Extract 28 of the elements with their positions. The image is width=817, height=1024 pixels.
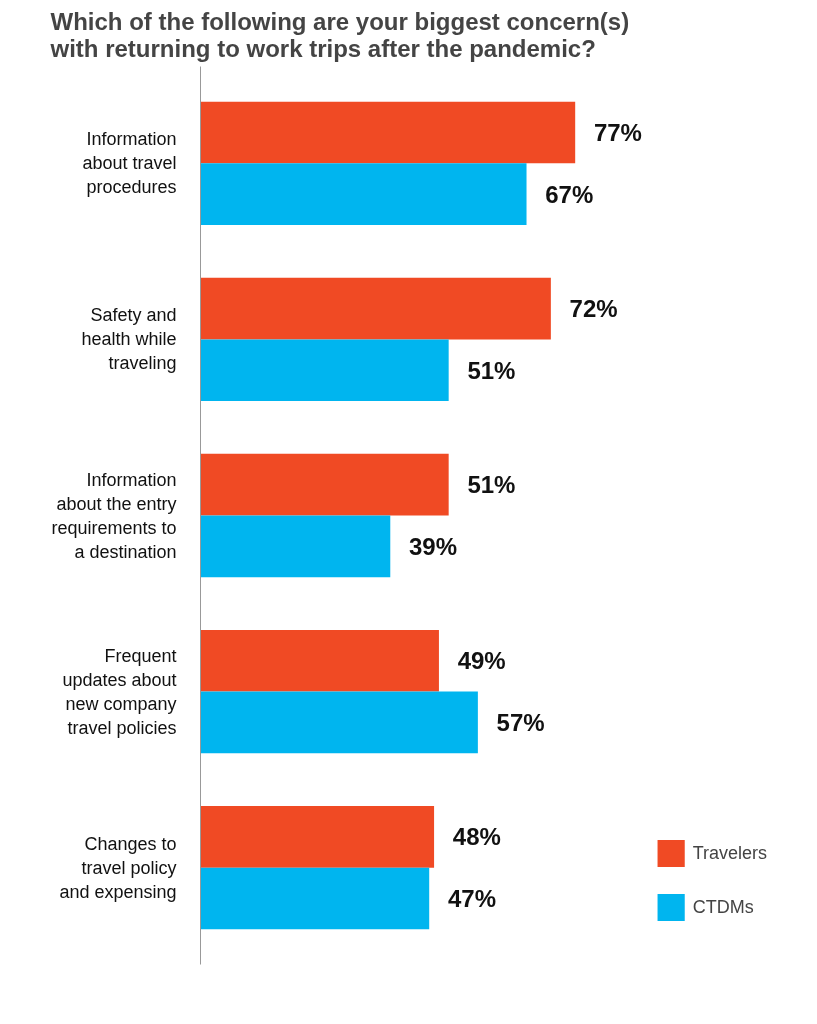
bar <box>200 691 478 754</box>
bar <box>200 101 576 164</box>
legend-label: CTDMs <box>692 896 754 918</box>
data-label: 47% <box>447 884 496 912</box>
data-label: 72% <box>569 295 618 323</box>
data-label: 51% <box>467 356 516 384</box>
bar <box>200 806 435 868</box>
bar <box>200 867 430 930</box>
y-tick-label: Information about travel procedures <box>82 129 177 198</box>
bar <box>200 163 527 225</box>
chart-title: Which of the following are your biggest concern(s) with returning to work trips after the pandemic? <box>49 7 630 62</box>
data-label: 51% <box>467 471 516 499</box>
data-label: 67% <box>545 180 594 208</box>
data-label: 77% <box>593 119 642 147</box>
data-label: 39% <box>409 532 458 560</box>
data-label: 49% <box>457 647 506 675</box>
legend-label: Travelers <box>692 842 767 864</box>
bar <box>200 629 439 692</box>
data-label: 48% <box>452 823 501 851</box>
y-tick-label: Changes to travel policy and expensing <box>59 833 177 902</box>
y-tick-label: Information about the entry requirements to a destination <box>51 469 177 562</box>
data-label: 57% <box>496 708 545 736</box>
y-tick-label: Frequent updates about new company travel policies <box>62 645 177 738</box>
bar <box>200 339 449 402</box>
bar <box>200 515 391 578</box>
bar <box>200 277 551 340</box>
bar <box>200 453 449 516</box>
y-tick-label: Safety and health while traveling <box>81 305 177 374</box>
